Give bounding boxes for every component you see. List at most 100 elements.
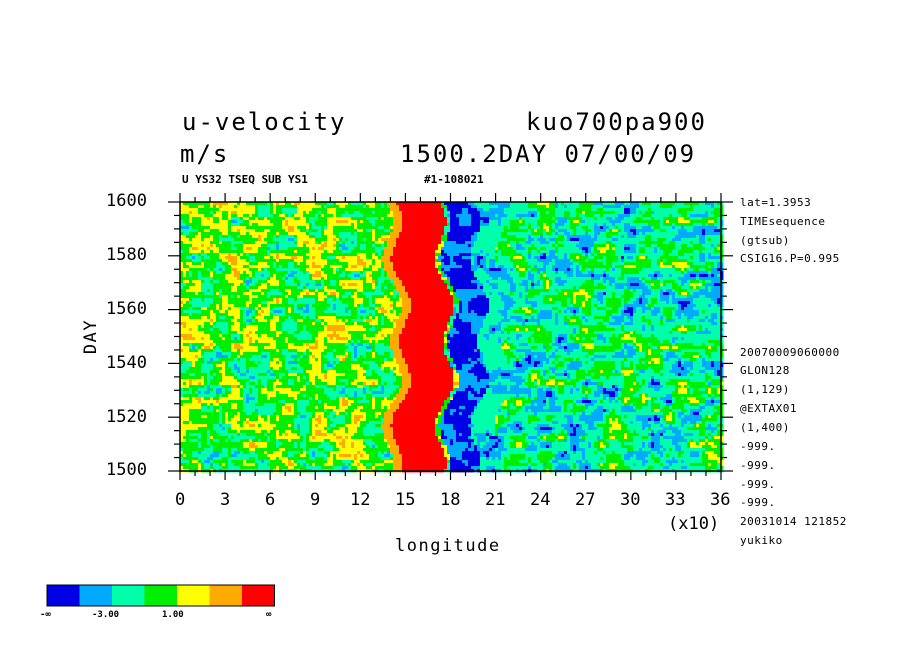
heatmap-cell	[294, 223, 298, 227]
heatmap-cell	[435, 238, 439, 242]
heatmap-cell	[339, 232, 343, 236]
heatmap-cell	[495, 220, 499, 224]
heatmap-cell	[471, 208, 475, 212]
heatmap-cell	[519, 262, 523, 266]
heatmap-cell	[432, 265, 436, 269]
heatmap-cell	[660, 271, 664, 275]
heatmap-cell	[564, 223, 568, 227]
heatmap-cell	[372, 283, 376, 287]
heatmap-cell	[483, 256, 487, 260]
heatmap-cell	[558, 205, 562, 209]
heatmap-cell	[210, 226, 214, 230]
heatmap-cell	[651, 238, 655, 242]
heatmap-cell	[384, 241, 388, 245]
heatmap-cell	[384, 208, 388, 212]
heatmap-cell	[471, 283, 475, 287]
heatmap-cell	[528, 217, 532, 221]
heatmap-cell	[555, 208, 559, 212]
heatmap-cell	[390, 202, 394, 206]
heatmap-cell	[564, 205, 568, 209]
heatmap-cell	[504, 235, 508, 239]
heatmap-cell	[717, 214, 721, 218]
heatmap-cell	[684, 259, 688, 263]
heatmap-cell	[642, 262, 646, 266]
heatmap-cell	[531, 238, 535, 242]
heatmap-cell	[480, 223, 484, 227]
heatmap-cell	[609, 274, 613, 278]
heatmap-cell	[582, 226, 586, 230]
heatmap-cell	[372, 271, 376, 275]
heatmap-cell	[693, 232, 697, 236]
heatmap-cell	[693, 211, 697, 215]
heatmap-cell	[294, 217, 298, 221]
heatmap-cell	[339, 256, 343, 260]
heatmap-cell	[426, 247, 430, 251]
heatmap-cell	[438, 235, 442, 239]
heatmap-cell	[333, 217, 337, 221]
heatmap-cell	[672, 229, 676, 233]
heatmap-cell	[222, 268, 226, 272]
heatmap-cell	[453, 250, 457, 254]
heatmap-cell	[678, 277, 682, 281]
heatmap-cell	[342, 205, 346, 209]
heatmap-cell	[333, 274, 337, 278]
heatmap-cell	[369, 259, 373, 263]
heatmap-cell	[660, 238, 664, 242]
heatmap-cell	[594, 202, 598, 206]
heatmap-cell	[513, 205, 517, 209]
heatmap-cell	[246, 253, 250, 257]
heatmap-cell	[318, 220, 322, 224]
heatmap-cell	[384, 217, 388, 221]
heatmap-cell	[555, 265, 559, 269]
heatmap-cell	[450, 256, 454, 260]
heatmap-cell	[663, 232, 667, 236]
heatmap-cell	[606, 262, 610, 266]
heatmap-cell	[339, 277, 343, 281]
heatmap-cell	[234, 253, 238, 257]
heatmap-cell	[501, 280, 505, 284]
heatmap-cell	[624, 253, 628, 257]
heatmap-cell	[297, 205, 301, 209]
heatmap-cell	[684, 274, 688, 278]
heatmap-cell	[615, 247, 619, 251]
heatmap-cell	[681, 253, 685, 257]
heatmap-cell	[525, 229, 529, 233]
heatmap-cell	[192, 226, 196, 230]
heatmap-cell	[192, 220, 196, 224]
heatmap-cell	[372, 235, 376, 239]
heatmap-cell	[483, 250, 487, 254]
heatmap-cell	[360, 265, 364, 269]
heatmap-cell	[459, 262, 463, 266]
heatmap-cell	[570, 262, 574, 266]
heatmap-cell	[564, 217, 568, 221]
heatmap-cell	[246, 244, 250, 248]
heatmap-cell	[372, 211, 376, 215]
heatmap-cell	[192, 217, 196, 221]
heatmap-cell	[717, 208, 721, 212]
heatmap-cell	[585, 256, 589, 260]
heatmap-cell	[489, 250, 493, 254]
heatmap-cell	[483, 208, 487, 212]
heatmap-cell	[456, 271, 460, 275]
heatmap-cell	[297, 211, 301, 215]
heatmap-cell	[570, 268, 574, 272]
heatmap-cell	[612, 214, 616, 218]
heatmap-cell	[462, 256, 466, 260]
heatmap-cell	[672, 250, 676, 254]
heatmap-cell	[537, 205, 541, 209]
heatmap-cell	[345, 229, 349, 233]
heatmap-cell	[180, 202, 184, 206]
heatmap-cell	[495, 235, 499, 239]
heatmap-cell	[294, 235, 298, 239]
heatmap-cell	[657, 220, 661, 224]
heatmap-cell	[438, 259, 442, 263]
heatmap-cell	[360, 220, 364, 224]
heatmap-cell	[258, 277, 262, 281]
heatmap-cell	[510, 268, 514, 272]
heatmap-cell	[621, 211, 625, 215]
heatmap-cell	[606, 274, 610, 278]
heatmap-cell	[399, 265, 403, 269]
heatmap-cell	[309, 217, 313, 221]
heatmap-cell	[615, 214, 619, 218]
heatmap-cell	[615, 205, 619, 209]
